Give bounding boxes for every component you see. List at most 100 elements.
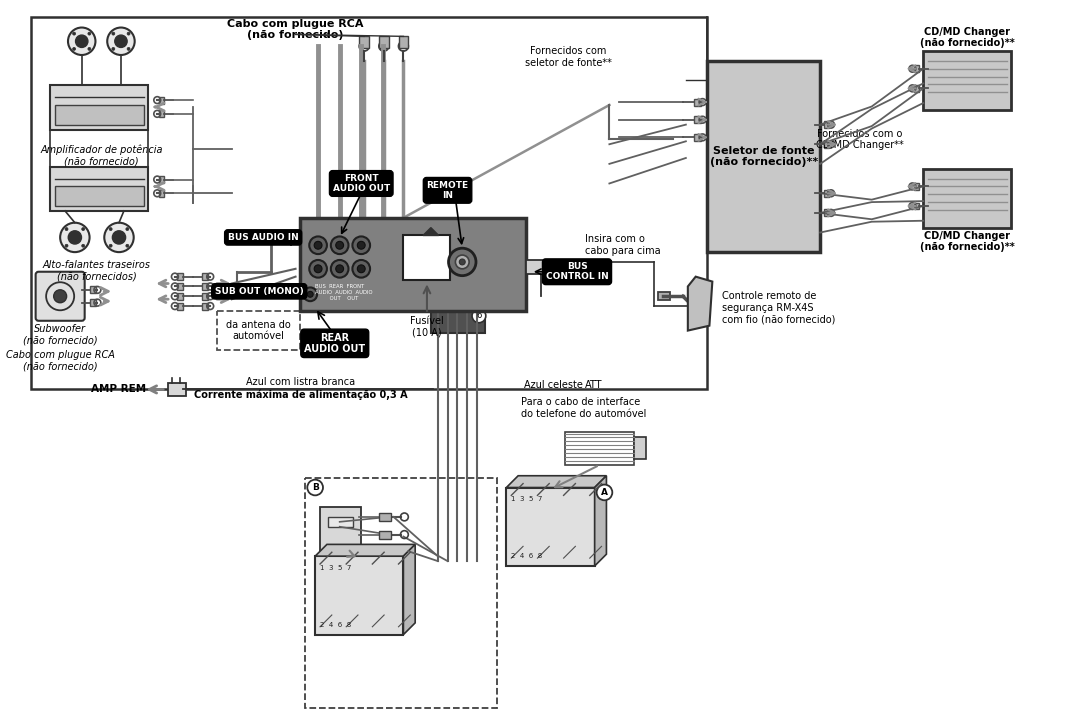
Bar bbox=[507, 487, 595, 566]
Bar bbox=[824, 210, 829, 216]
Text: A: A bbox=[601, 488, 608, 497]
Circle shape bbox=[352, 236, 370, 254]
Text: ATT: ATT bbox=[585, 379, 602, 389]
Circle shape bbox=[455, 255, 470, 269]
Text: Insira com o
cabo para cima: Insira com o cabo para cima bbox=[585, 234, 661, 256]
Bar bbox=[634, 438, 646, 459]
Circle shape bbox=[82, 244, 85, 247]
Bar bbox=[824, 141, 829, 148]
Bar bbox=[202, 283, 209, 290]
Bar bbox=[708, 61, 821, 252]
Text: 2  4  6  8: 2 4 6 8 bbox=[320, 622, 351, 628]
Circle shape bbox=[68, 27, 96, 55]
Circle shape bbox=[449, 248, 476, 275]
Circle shape bbox=[82, 228, 85, 231]
Bar bbox=[430, 311, 485, 332]
Circle shape bbox=[303, 288, 317, 301]
Text: Seletor de fonte
(não fornecido)**: Seletor de fonte (não fornecido)** bbox=[710, 146, 817, 167]
Text: REMOTE
IN: REMOTE IN bbox=[426, 181, 468, 200]
Bar bbox=[202, 293, 209, 300]
Circle shape bbox=[308, 479, 323, 495]
Circle shape bbox=[358, 242, 365, 249]
Circle shape bbox=[126, 228, 128, 231]
Polygon shape bbox=[315, 544, 415, 556]
Circle shape bbox=[314, 265, 322, 273]
Bar bbox=[55, 105, 143, 125]
Circle shape bbox=[115, 35, 127, 48]
Circle shape bbox=[109, 228, 112, 231]
Text: Corrente máxima de alimentação 0,3 A: Corrente máxima de alimentação 0,3 A bbox=[193, 389, 408, 399]
Bar bbox=[379, 36, 389, 48]
Text: Cabo com plugue RCA
(não fornecido): Cabo com plugue RCA (não fornecido) bbox=[227, 19, 364, 40]
Circle shape bbox=[88, 48, 91, 50]
Bar bbox=[177, 303, 183, 309]
Polygon shape bbox=[403, 544, 415, 634]
Text: BUS  REAR  FRONT
AUDIO  AUDIO  AUDIO
         OUT    OUT: BUS REAR FRONT AUDIO AUDIO AUDIO OUT OUT bbox=[315, 285, 373, 301]
Text: Azul com listra branca: Azul com listra branca bbox=[246, 376, 355, 386]
Text: BUS AUDIO IN: BUS AUDIO IN bbox=[228, 233, 299, 242]
Text: BUS
CONTROL IN: BUS CONTROL IN bbox=[546, 262, 609, 281]
Bar bbox=[526, 260, 544, 274]
Text: 1  3  5  7: 1 3 5 7 bbox=[511, 496, 542, 503]
Bar bbox=[824, 190, 829, 197]
Bar bbox=[923, 169, 1012, 228]
Bar bbox=[202, 273, 209, 280]
Circle shape bbox=[352, 260, 370, 278]
Text: Controle remoto de
segurança RM-X4S
com fio (não fornecido): Controle remoto de segurança RM-X4S com … bbox=[722, 291, 836, 324]
Bar bbox=[90, 286, 96, 293]
Bar bbox=[914, 85, 920, 92]
Circle shape bbox=[472, 309, 486, 323]
Circle shape bbox=[76, 35, 88, 48]
Text: AMP REM: AMP REM bbox=[91, 384, 147, 394]
Bar bbox=[379, 513, 390, 521]
Circle shape bbox=[126, 244, 128, 247]
Circle shape bbox=[104, 223, 134, 252]
Bar bbox=[403, 236, 450, 280]
Text: B: B bbox=[312, 483, 318, 492]
Bar bbox=[328, 517, 353, 527]
Bar bbox=[202, 303, 209, 309]
Polygon shape bbox=[423, 228, 439, 236]
Text: Para o cabo de interface
do telefone do automóvel: Para o cabo de interface do telefone do … bbox=[521, 397, 647, 419]
Bar bbox=[379, 531, 390, 539]
Bar bbox=[320, 507, 361, 552]
Text: CD/MD Changer
(não fornecido)**: CD/MD Changer (não fornecido)** bbox=[920, 27, 1015, 48]
Text: CD/MD Changer
(não fornecido)**: CD/MD Changer (não fornecido)** bbox=[920, 231, 1015, 252]
Bar bbox=[55, 187, 143, 206]
Bar bbox=[360, 36, 370, 48]
Circle shape bbox=[88, 32, 91, 35]
Bar bbox=[914, 66, 920, 72]
Circle shape bbox=[330, 260, 349, 278]
Circle shape bbox=[127, 48, 130, 50]
Text: Azul celeste: Azul celeste bbox=[524, 379, 583, 389]
Bar bbox=[399, 36, 409, 48]
Text: 2  4  6  8: 2 4 6 8 bbox=[511, 553, 542, 559]
Text: da antena do
automóvel: da antena do automóvel bbox=[226, 320, 290, 341]
Bar bbox=[694, 116, 701, 123]
Bar bbox=[217, 311, 300, 350]
Circle shape bbox=[308, 291, 313, 297]
Circle shape bbox=[65, 244, 68, 247]
Text: Subwoofer
(não fornecido): Subwoofer (não fornecido) bbox=[23, 324, 98, 345]
Circle shape bbox=[65, 228, 68, 231]
Text: Cabo com plugue RCA
(não fornecido): Cabo com plugue RCA (não fornecido) bbox=[5, 350, 114, 372]
Bar bbox=[914, 203, 920, 210]
Bar bbox=[159, 190, 164, 197]
Bar bbox=[565, 432, 634, 465]
Polygon shape bbox=[507, 476, 607, 487]
Bar bbox=[305, 478, 497, 708]
Circle shape bbox=[127, 32, 130, 35]
Bar bbox=[694, 99, 701, 105]
Bar bbox=[177, 283, 183, 290]
Circle shape bbox=[53, 290, 66, 303]
Circle shape bbox=[314, 242, 322, 249]
Circle shape bbox=[336, 242, 343, 249]
Circle shape bbox=[60, 223, 89, 252]
Text: REAR
AUDIO OUT: REAR AUDIO OUT bbox=[304, 332, 365, 354]
Circle shape bbox=[112, 32, 115, 35]
Bar bbox=[50, 85, 149, 130]
Bar bbox=[177, 293, 183, 300]
Bar bbox=[300, 218, 526, 311]
Circle shape bbox=[597, 485, 612, 500]
Circle shape bbox=[108, 27, 135, 55]
